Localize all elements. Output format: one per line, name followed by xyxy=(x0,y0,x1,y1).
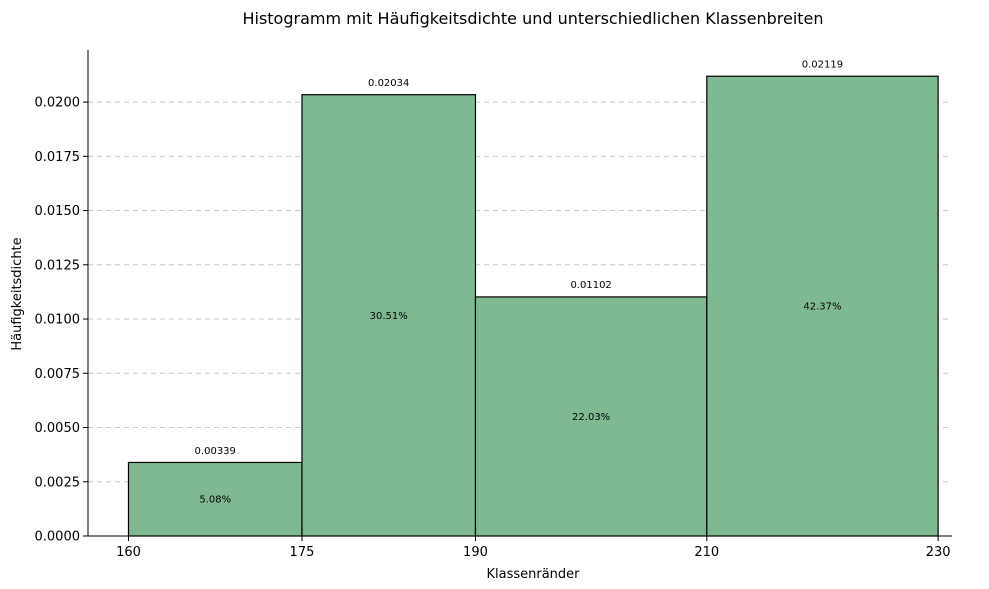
histogram-bar xyxy=(127,461,303,537)
density-label: 0.02119 xyxy=(802,60,843,71)
y-tick-label: 0.0200 xyxy=(35,96,81,111)
percent-label: 22.03% xyxy=(572,412,610,423)
y-tick-label: 0.0075 xyxy=(35,367,81,382)
axes: 0.0000 0.0025 0.0050 0.0075 0.0100 0.0125 0.01… xyxy=(35,50,952,560)
y-tick-label: 0.0150 xyxy=(35,204,81,219)
bar-labels: 0.00339 5.08% 0.02034 30.51% 0.01102 22.03% 0.… xyxy=(195,60,844,506)
histogram-bar xyxy=(301,94,477,537)
density-label: 0.00339 xyxy=(195,446,236,457)
density-label: 0.02034 xyxy=(368,78,409,89)
y-tick-label: 0.0175 xyxy=(35,150,81,165)
chart-title: Histogramm mit Häufigkeitsdichte und unt… xyxy=(242,9,823,28)
x-tick-label: 230 xyxy=(926,545,951,560)
x-axis-label: Klassenränder xyxy=(486,567,580,582)
x-tick-label: 190 xyxy=(463,545,488,560)
percent-label: 30.51% xyxy=(370,311,408,322)
y-tick-label: 0.0000 xyxy=(35,530,81,545)
x-tick-label: 210 xyxy=(694,545,719,560)
x-tick-label: 160 xyxy=(116,545,141,560)
percent-label: 42.37% xyxy=(803,302,841,313)
density-label: 0.01102 xyxy=(570,280,611,291)
y-tick-label: 0.0050 xyxy=(35,421,81,436)
y-tick-label: 0.0125 xyxy=(35,258,81,273)
x-tick-label: 175 xyxy=(290,545,315,560)
y-tick-label: 0.0100 xyxy=(35,313,81,328)
bars xyxy=(127,75,939,537)
y-tick-label: 0.0025 xyxy=(35,475,81,490)
y-axis-label: Häufigkeitsdichte xyxy=(10,237,25,350)
histogram-bar xyxy=(474,296,708,537)
percent-label: 5.08% xyxy=(199,495,231,506)
histogram-bar xyxy=(706,75,939,537)
